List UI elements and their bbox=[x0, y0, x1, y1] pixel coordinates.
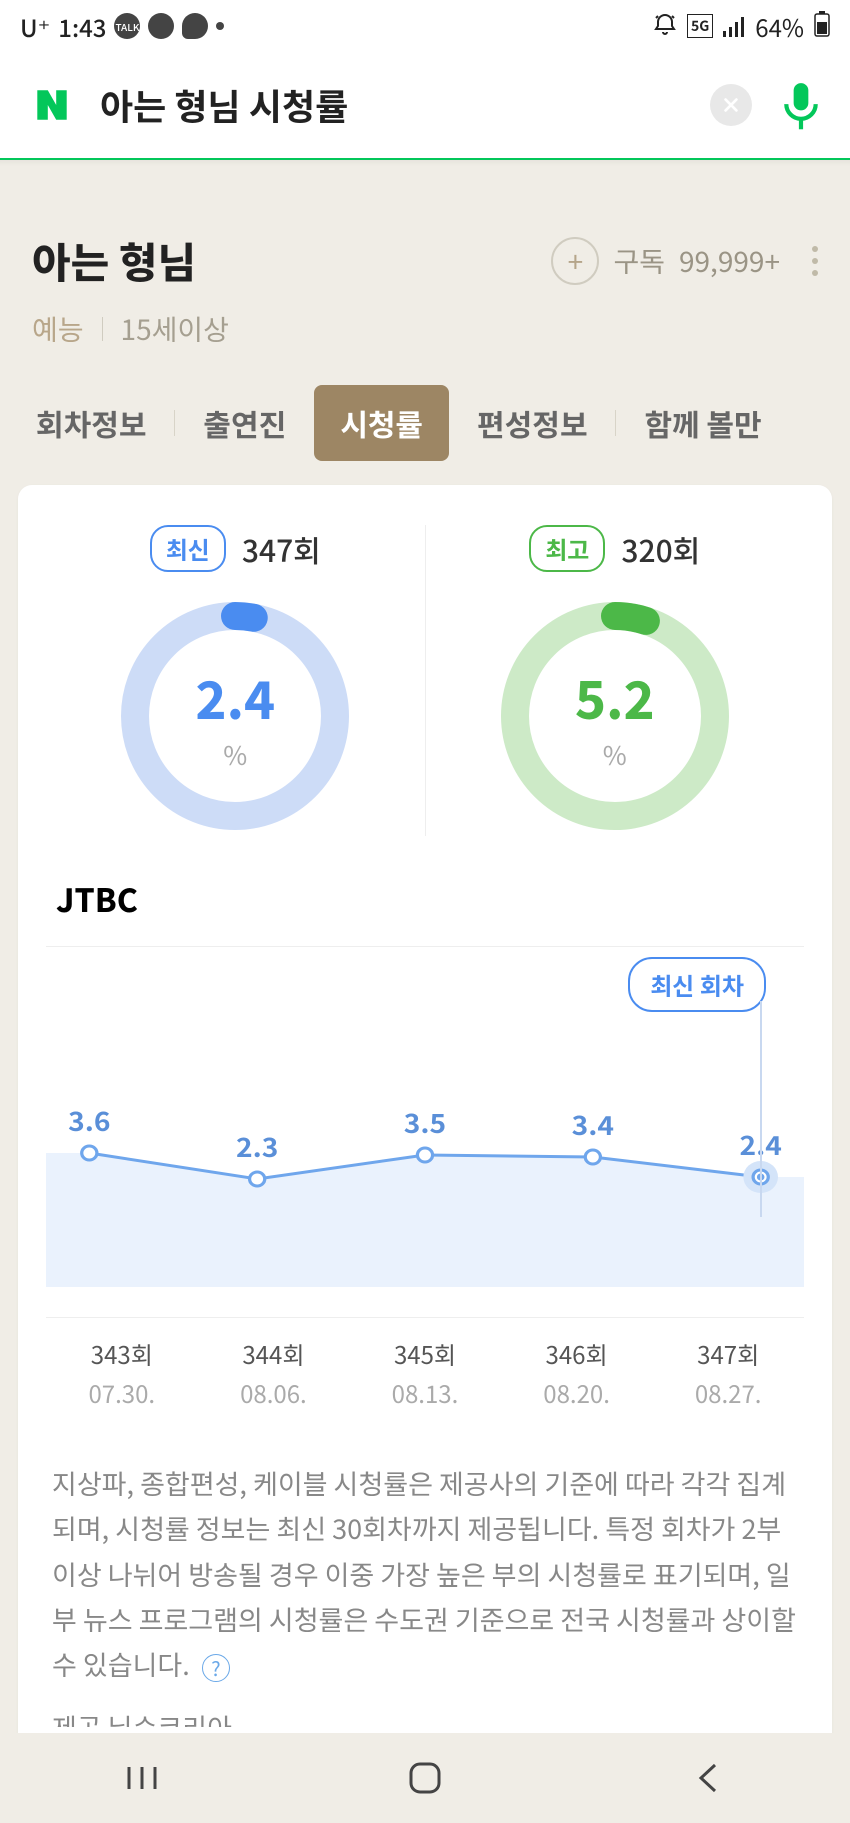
voice-search-button[interactable] bbox=[780, 81, 822, 129]
svg-text:3.6: 3.6 bbox=[68, 1101, 110, 1138]
recent-apps-button[interactable] bbox=[117, 1753, 167, 1803]
age-rating: 15세이상 bbox=[121, 309, 229, 349]
signal-icon bbox=[723, 9, 745, 44]
tab-cast[interactable]: 출연진 bbox=[199, 401, 290, 445]
latest-episode: 347회 bbox=[242, 527, 321, 571]
alarm-icon bbox=[653, 9, 677, 44]
system-nav-bar bbox=[0, 1733, 850, 1823]
search-bar: 아는 형님 시청률 bbox=[0, 52, 850, 160]
clear-button[interactable] bbox=[710, 84, 752, 126]
channel-name: JTBC bbox=[56, 876, 804, 922]
notification-dot bbox=[216, 22, 224, 30]
latest-episode-badge: 최신 회차 bbox=[628, 957, 766, 1012]
tab-episodes[interactable]: 회차정보 bbox=[32, 401, 150, 445]
ratings-card: 최신 347회 2.4 % 최고 320회 5.2 % bbox=[18, 485, 832, 1755]
disclaimer-text: 지상파, 종합편성, 케이블 시청률은 제공사의 기준에 따라 각각 집계되며,… bbox=[46, 1460, 804, 1687]
chat-icon bbox=[148, 13, 174, 39]
tab-bar: 회차정보 출연진 시청률 편성정보 함께 볼만 bbox=[32, 385, 818, 485]
latest-rating-panel: 최신 347회 2.4 % bbox=[46, 525, 425, 836]
tab-schedule[interactable]: 편성정보 bbox=[473, 401, 591, 445]
clock: 1:43 bbox=[58, 9, 106, 44]
network-icon: 5G bbox=[687, 14, 713, 38]
peak-rating-panel: 최고 320회 5.2 % bbox=[425, 525, 805, 836]
naver-logo[interactable] bbox=[28, 81, 76, 129]
svg-text:3.5: 3.5 bbox=[404, 1103, 446, 1140]
search-input[interactable]: 아는 형님 시청률 bbox=[100, 79, 710, 131]
svg-text:2.3: 2.3 bbox=[236, 1127, 278, 1164]
chart-label: 345회08.13. bbox=[349, 1336, 501, 1410]
back-button[interactable] bbox=[683, 1753, 733, 1803]
peak-badge: 최고 bbox=[529, 525, 605, 572]
tab-related[interactable]: 함께 볼만 bbox=[640, 401, 765, 445]
chart-label: 344회08.06. bbox=[198, 1336, 350, 1410]
chart-label: 346회08.20. bbox=[501, 1336, 653, 1410]
percent-symbol: % bbox=[223, 736, 247, 773]
chart-label: 347회08.27. bbox=[652, 1336, 804, 1410]
peak-episode: 320회 bbox=[621, 527, 700, 571]
show-header: 아는 형님 + 구독 99,999+ 예능 15세이상 회차정보 출연진 시청률… bbox=[0, 200, 850, 485]
percent-symbol: % bbox=[603, 736, 627, 773]
home-button[interactable] bbox=[400, 1753, 450, 1803]
chart-x-labels: 343회07.30.344회08.06.345회08.13.346회08.20.… bbox=[46, 1336, 804, 1410]
subscribe-button[interactable]: + bbox=[551, 237, 599, 285]
svg-text:3.4: 3.4 bbox=[572, 1105, 614, 1142]
info-icon[interactable]: ? bbox=[202, 1654, 230, 1682]
latest-value: 2.4 bbox=[195, 659, 275, 734]
status-bar: U⁺ 1:43 TALK 5G 64% bbox=[0, 0, 850, 52]
chart-label: 343회07.30. bbox=[46, 1336, 198, 1410]
trend-chart: 최신 회차 3.62.33.53.42.4 bbox=[46, 957, 804, 1317]
battery-label: 64% bbox=[755, 9, 804, 44]
show-title: 아는 형님 bbox=[32, 230, 196, 291]
category-label[interactable]: 예능 bbox=[32, 309, 84, 349]
message-icon bbox=[182, 13, 208, 39]
carrier-label: U⁺ bbox=[20, 9, 50, 44]
peak-value: 5.2 bbox=[575, 659, 655, 734]
battery-icon bbox=[814, 9, 830, 44]
kakao-icon: TALK bbox=[114, 13, 140, 39]
subscribe-label: 구독 bbox=[613, 241, 665, 281]
latest-badge: 최신 bbox=[150, 525, 226, 572]
tab-ratings[interactable]: 시청률 bbox=[314, 385, 449, 461]
more-menu-button[interactable] bbox=[812, 246, 818, 276]
subscribe-count: 99,999+ bbox=[679, 241, 780, 281]
provider-text: 제공 닐슨코리아 bbox=[46, 1707, 804, 1727]
